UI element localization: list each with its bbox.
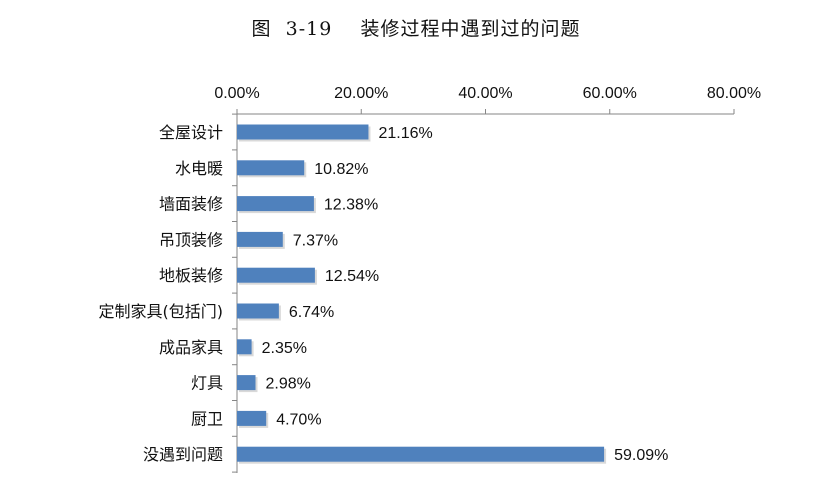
data-label: 4.70%	[276, 411, 321, 428]
bar	[237, 267, 315, 283]
bars	[237, 124, 607, 464]
category-label: 没遇到问题	[143, 445, 223, 464]
x-axis: 0.00% 20.00% 40.00% 60.00% 80.00%	[214, 85, 761, 473]
bar	[237, 303, 279, 319]
data-label: 59.09%	[614, 447, 668, 464]
bar	[237, 160, 305, 176]
bar	[237, 231, 283, 247]
bar	[237, 446, 605, 462]
data-label: 12.54%	[325, 268, 379, 285]
bar	[237, 339, 252, 355]
data-label: 10.82%	[314, 161, 368, 178]
bar	[237, 375, 256, 391]
category-label: 地板装修	[159, 266, 223, 285]
x-tick-label: 20.00%	[334, 85, 388, 102]
category-label: 成品家具	[159, 338, 223, 357]
data-label: 2.98%	[266, 376, 311, 393]
data-labels: 21.16% 10.82% 12.38% 7.37% 12.54% 6.74% 2.35% 2…	[262, 125, 669, 464]
data-label: 2.35%	[262, 340, 307, 357]
category-label: 厨卫	[191, 409, 223, 428]
data-label: 21.16%	[378, 125, 432, 142]
category-label: 墙面装修	[159, 195, 223, 214]
chart-title: 图 3-19 装修过程中遇到过的问题	[251, 18, 581, 40]
category-label: 全屋设计	[159, 123, 223, 142]
data-label: 12.38%	[324, 197, 378, 214]
bar	[237, 124, 369, 140]
x-tick-label: 60.00%	[583, 85, 637, 102]
category-label: 灯具	[191, 374, 223, 393]
category-label: 定制家具(包括门)	[99, 302, 224, 321]
x-tick-label: 0.00%	[214, 85, 259, 102]
x-tick-label: 40.00%	[458, 85, 512, 102]
x-tick-label: 80.00%	[707, 85, 761, 102]
bar	[237, 410, 267, 426]
data-label: 7.37%	[293, 232, 338, 249]
category-label: 水电暖	[175, 159, 223, 178]
data-label: 6.74%	[289, 304, 334, 321]
category-label: 吊顶装修	[159, 230, 223, 249]
bar	[237, 196, 314, 212]
